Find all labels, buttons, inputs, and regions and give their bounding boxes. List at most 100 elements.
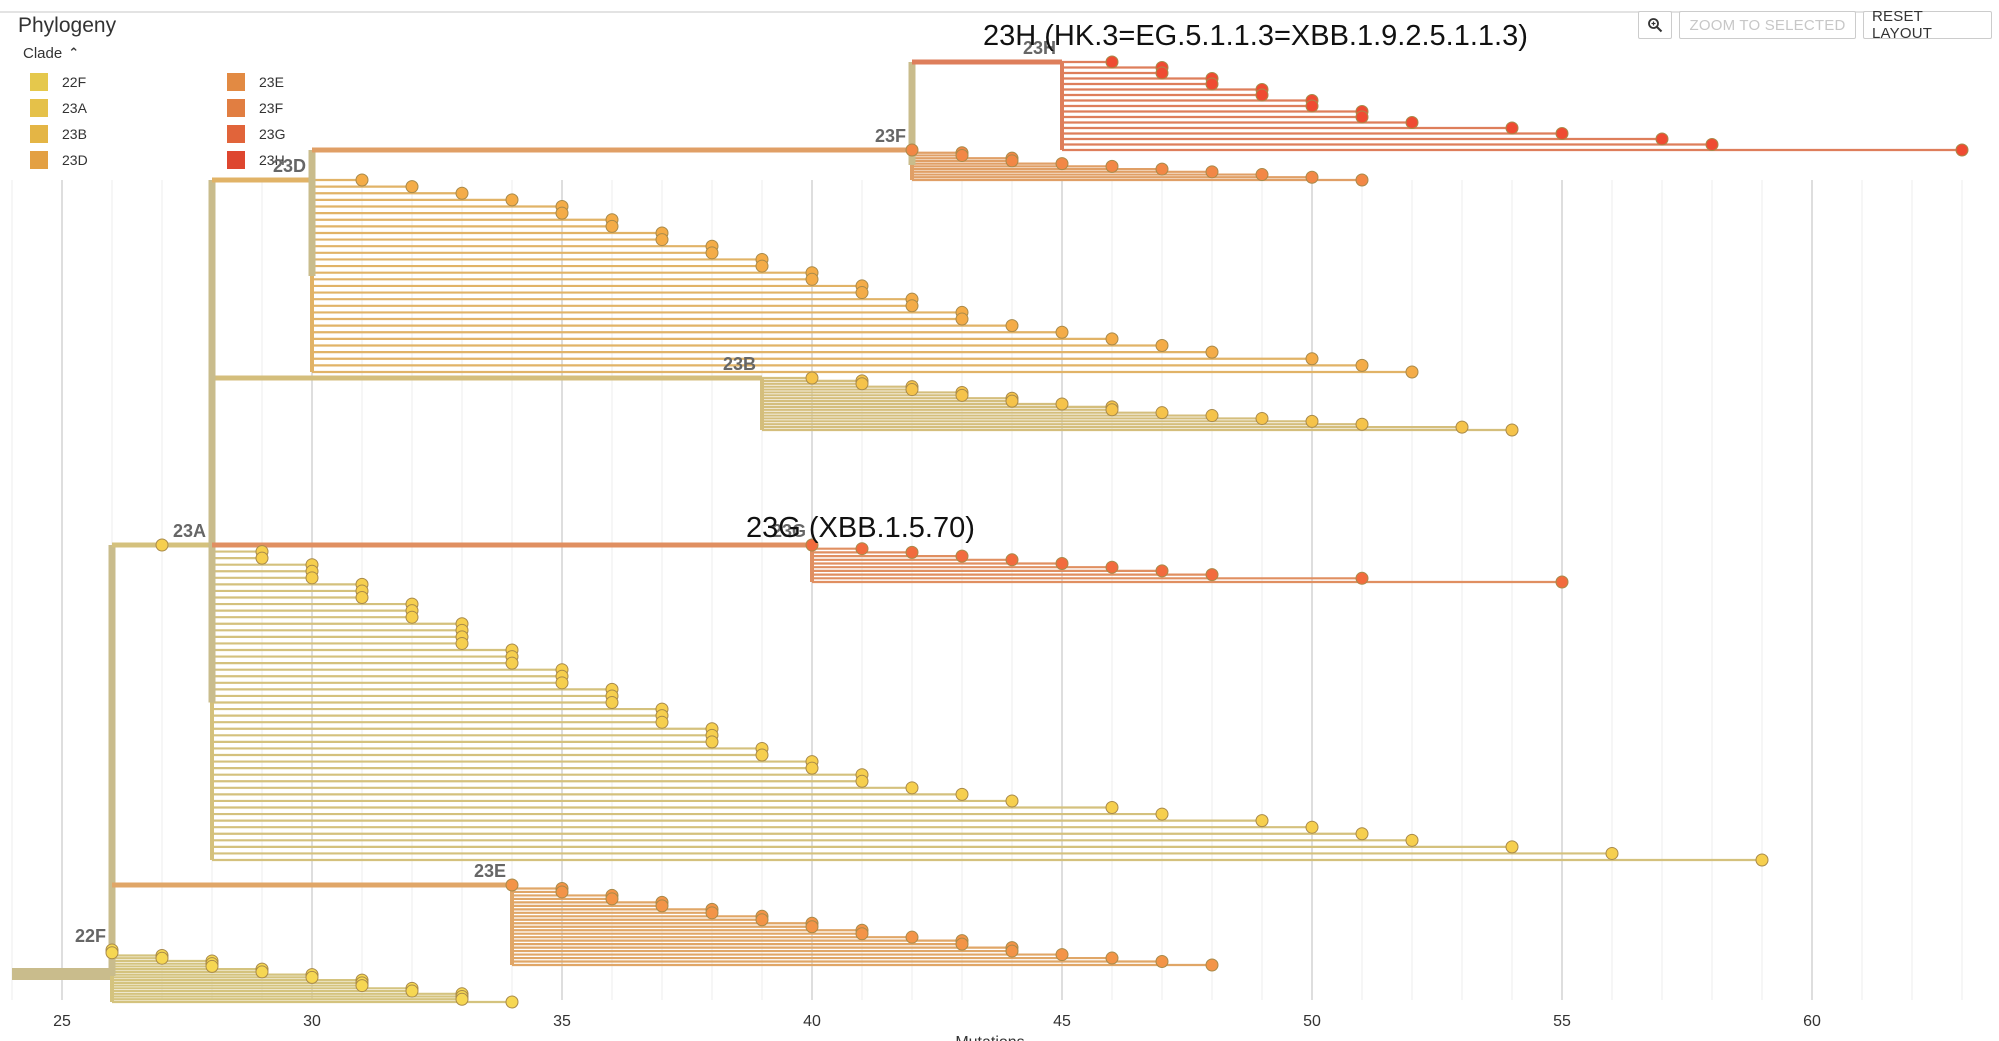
- tip-23b[interactable]: [1505, 423, 1519, 437]
- tip-23b[interactable]: [1055, 397, 1069, 411]
- tip-23b[interactable]: [1205, 409, 1219, 423]
- tip-23d[interactable]: [505, 193, 519, 207]
- tip-23a[interactable]: [1605, 846, 1619, 860]
- legend-item-23d[interactable]: 23D: [30, 151, 88, 169]
- tip-23e[interactable]: [905, 930, 919, 944]
- tip-23a[interactable]: [755, 748, 769, 762]
- tip-23f[interactable]: [1305, 170, 1319, 184]
- legend-item-23a[interactable]: 23A: [30, 99, 87, 117]
- tip-22f[interactable]: [205, 959, 219, 973]
- tip-23a[interactable]: [905, 781, 919, 795]
- tip-23h[interactable]: [1505, 121, 1519, 135]
- tip-23g[interactable]: [855, 542, 869, 556]
- tip-23a[interactable]: [1155, 807, 1169, 821]
- tip-23a[interactable]: [255, 551, 269, 565]
- tip-23b[interactable]: [1005, 394, 1019, 408]
- legend-item-23e[interactable]: 23E: [227, 73, 284, 91]
- tip-23a[interactable]: [1255, 814, 1269, 828]
- tip-23h[interactable]: [1205, 77, 1219, 91]
- tip-22f[interactable]: [255, 965, 269, 979]
- tip-23b[interactable]: [1105, 403, 1119, 417]
- tip-23a[interactable]: [305, 571, 319, 585]
- tip-23f[interactable]: [1255, 168, 1269, 182]
- tip-23e[interactable]: [1105, 951, 1119, 965]
- tip-23d[interactable]: [1155, 339, 1169, 353]
- tip-22f[interactable]: [155, 951, 169, 965]
- tip-23d[interactable]: [555, 206, 569, 220]
- tip-23f[interactable]: [1055, 157, 1069, 171]
- tip-23g[interactable]: [955, 549, 969, 563]
- tip-23f[interactable]: [1105, 159, 1119, 173]
- tip-23d[interactable]: [1355, 358, 1369, 372]
- tip-23g[interactable]: [1205, 568, 1219, 582]
- reset-layout-button[interactable]: RESET LAYOUT: [1863, 8, 1992, 42]
- tip-23g[interactable]: [1105, 560, 1119, 574]
- tip-23d[interactable]: [755, 259, 769, 273]
- tip-23e[interactable]: [1005, 944, 1019, 958]
- tip-23a[interactable]: [855, 774, 869, 788]
- tip-23e[interactable]: [755, 913, 769, 927]
- tip-23f[interactable]: [1355, 173, 1369, 187]
- tip-23d[interactable]: [1055, 325, 1069, 339]
- tip-23h[interactable]: [1555, 127, 1569, 140]
- tip-23g[interactable]: [1555, 575, 1569, 589]
- tip-23g[interactable]: [1005, 553, 1019, 567]
- tip-23a[interactable]: [955, 787, 969, 801]
- tip-22f[interactable]: [355, 979, 369, 993]
- tip-23f[interactable]: [955, 148, 969, 162]
- tip-23f[interactable]: [1005, 154, 1019, 168]
- tip-23a[interactable]: [1405, 833, 1419, 847]
- tip-23a[interactable]: [355, 591, 369, 604]
- tip-23e[interactable]: [1055, 948, 1069, 962]
- tip-22f[interactable]: [105, 946, 119, 960]
- tip-23a[interactable]: [505, 656, 519, 670]
- tip-23e[interactable]: [955, 937, 969, 951]
- tip-23e[interactable]: [705, 906, 719, 920]
- tip-22f[interactable]: [405, 984, 419, 998]
- tip-23d[interactable]: [605, 219, 619, 233]
- tip-23b[interactable]: [1255, 411, 1269, 425]
- tip-23a[interactable]: [1355, 827, 1369, 841]
- tip-23a[interactable]: [1005, 794, 1019, 808]
- tip-23b[interactable]: [905, 383, 919, 397]
- tip-23h[interactable]: [1405, 116, 1419, 129]
- tip-23d[interactable]: [905, 299, 919, 313]
- tip-23b[interactable]: [1305, 414, 1319, 428]
- legend-item-23g[interactable]: 23G: [227, 125, 285, 143]
- tip-23b[interactable]: [855, 377, 869, 391]
- legend-item-23b[interactable]: 23B: [30, 125, 87, 143]
- tip-23h[interactable]: [1655, 132, 1669, 146]
- tip-23h[interactable]: [1705, 138, 1719, 151]
- tip-23e[interactable]: [855, 927, 869, 941]
- zoom-to-selected-button[interactable]: ZOOM TO SELECTED: [1679, 11, 1856, 39]
- tip-23d[interactable]: [1105, 332, 1119, 346]
- tip-23g[interactable]: [905, 545, 919, 559]
- tip-23b[interactable]: [1455, 420, 1469, 434]
- tip-23b[interactable]: [805, 371, 819, 385]
- tip-23d[interactable]: [455, 186, 469, 200]
- tip-23f[interactable]: [1205, 165, 1219, 179]
- tip-23a[interactable]: [455, 636, 469, 650]
- tip-23e[interactable]: [555, 885, 569, 899]
- tip-23d[interactable]: [355, 173, 369, 187]
- tip-23h[interactable]: [1255, 88, 1269, 102]
- tip-23a[interactable]: [605, 696, 619, 709]
- tip-23h[interactable]: [1305, 99, 1319, 113]
- tip-22f[interactable]: [305, 970, 319, 984]
- tip-23e[interactable]: [505, 878, 519, 892]
- tip-23a[interactable]: [1755, 853, 1769, 867]
- tip-23b[interactable]: [1355, 417, 1369, 431]
- tip-23e[interactable]: [605, 892, 619, 906]
- tip-23g[interactable]: [805, 538, 819, 552]
- tip-23e[interactable]: [655, 899, 669, 913]
- tip-23a[interactable]: [405, 610, 419, 624]
- tip-23d[interactable]: [405, 180, 419, 194]
- tip-23a[interactable]: [1305, 820, 1319, 834]
- tip-23b[interactable]: [955, 388, 969, 402]
- tip-23d[interactable]: [955, 312, 969, 326]
- tip-23d[interactable]: [655, 233, 669, 247]
- tip-23a[interactable]: [555, 676, 569, 690]
- tip-23f[interactable]: [905, 143, 919, 157]
- tip-23g[interactable]: [1355, 571, 1369, 585]
- tip-23b[interactable]: [1155, 406, 1169, 420]
